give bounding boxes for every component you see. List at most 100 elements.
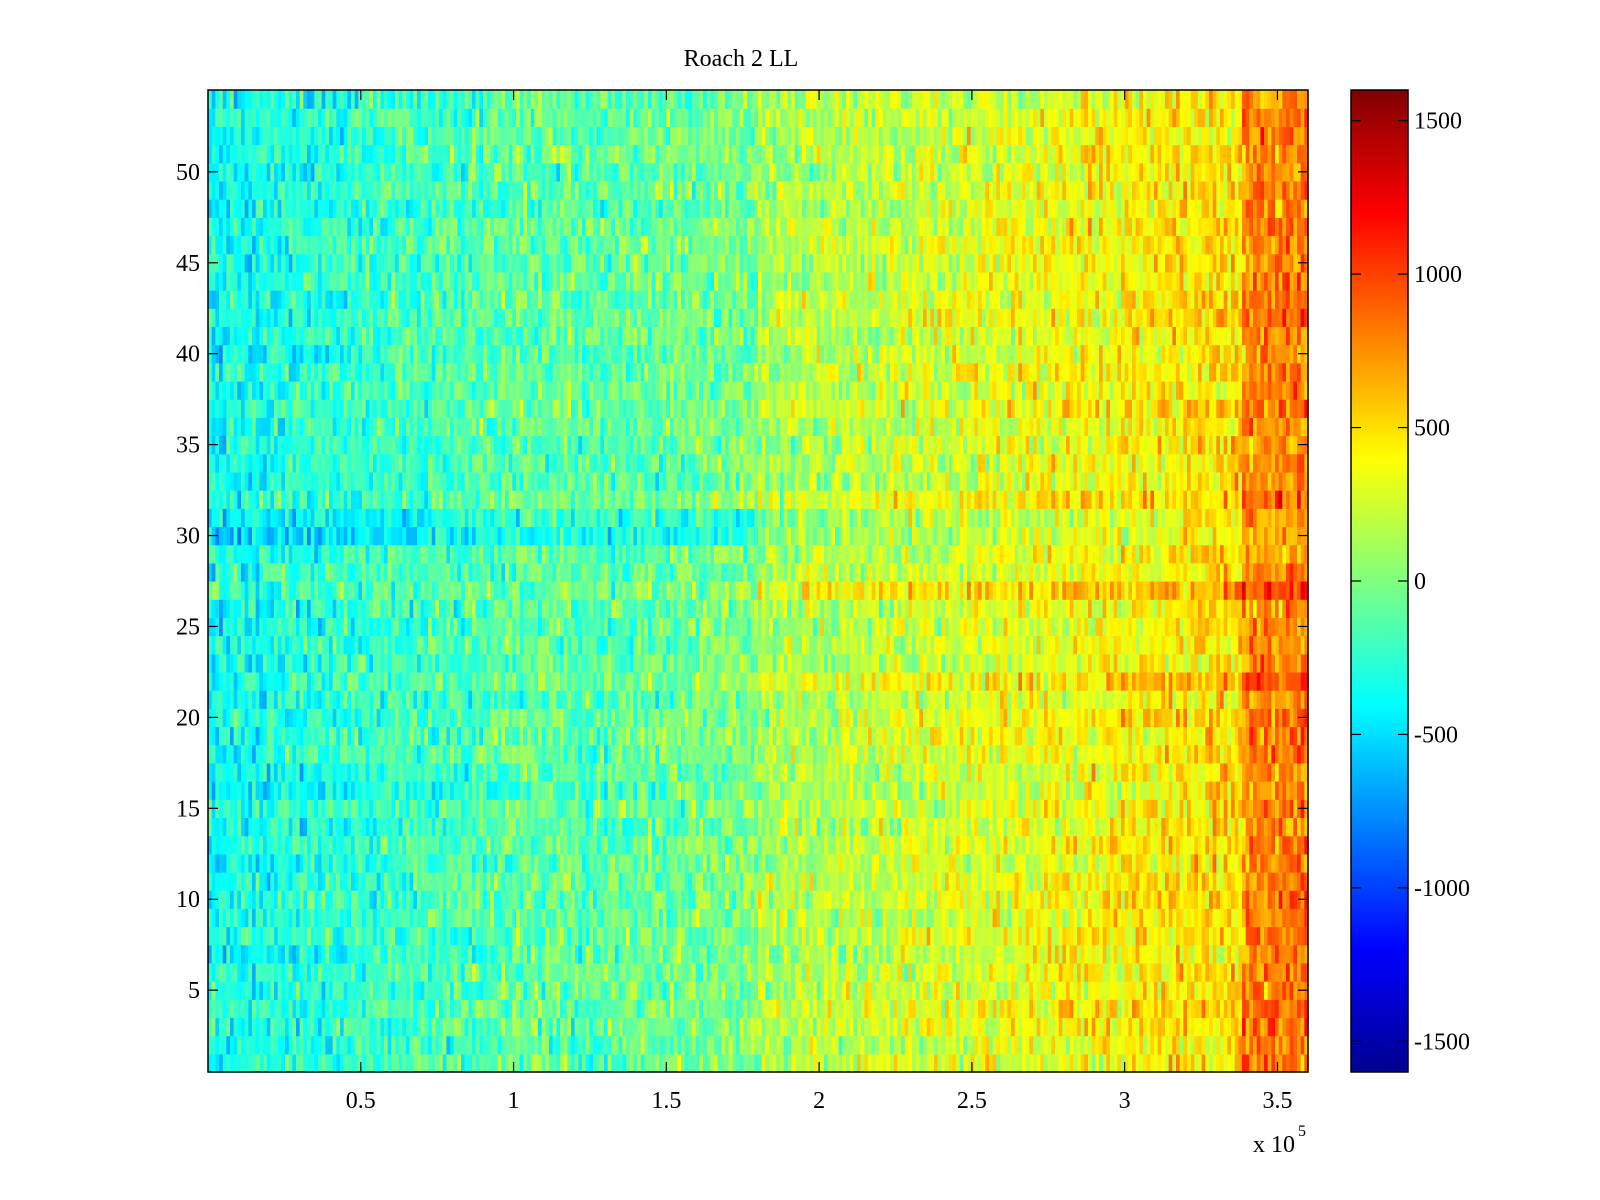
heatmap-cell bbox=[358, 944, 363, 964]
heatmap-cell bbox=[1190, 908, 1195, 928]
heatmap-cell bbox=[662, 1053, 667, 1073]
heatmap-cell bbox=[263, 781, 268, 800]
heatmap-cell bbox=[296, 781, 301, 800]
heatmap-cell bbox=[1132, 835, 1137, 855]
heatmap-cell bbox=[673, 999, 678, 1019]
heatmap-cell bbox=[996, 908, 1001, 928]
heatmap-cell bbox=[926, 835, 931, 855]
heatmap-cell bbox=[1143, 1035, 1148, 1055]
heatmap-cell bbox=[1205, 835, 1210, 855]
heatmap-cell bbox=[930, 908, 935, 928]
heatmap-cell bbox=[516, 926, 521, 946]
heatmap-cell bbox=[963, 944, 968, 964]
heatmap-cell bbox=[673, 1035, 678, 1055]
heatmap-cell bbox=[721, 871, 726, 891]
heatmap-cell bbox=[369, 999, 374, 1019]
heatmap-cell bbox=[864, 999, 869, 1019]
heatmap-cell bbox=[1212, 1035, 1217, 1055]
heatmap-cell bbox=[739, 871, 744, 891]
heatmap-cell bbox=[442, 835, 447, 855]
heatmap-cell bbox=[508, 781, 513, 800]
heatmap-cell bbox=[945, 799, 950, 819]
heatmap-cell bbox=[508, 962, 513, 982]
heatmap-cell bbox=[673, 799, 678, 819]
heatmap-cell bbox=[1172, 853, 1177, 873]
heatmap-cell bbox=[1099, 799, 1104, 819]
heatmap-cell bbox=[571, 853, 576, 873]
heatmap-cell bbox=[468, 962, 473, 982]
heatmap-cell bbox=[1022, 799, 1027, 819]
heatmap-cell bbox=[1190, 1053, 1195, 1073]
heatmap-cell bbox=[618, 944, 623, 964]
heatmap-cell bbox=[629, 908, 634, 928]
heatmap-cell bbox=[347, 871, 352, 891]
heatmap-cell bbox=[307, 853, 312, 873]
heatmap-cell bbox=[1297, 835, 1302, 855]
heatmap-cell bbox=[930, 781, 935, 800]
heatmap-cell bbox=[314, 1017, 319, 1037]
heatmap-cell bbox=[989, 999, 994, 1019]
heatmap-cell bbox=[952, 1035, 957, 1055]
heatmap-cell bbox=[248, 908, 253, 928]
heatmap-cell bbox=[343, 962, 348, 982]
heatmap-cell bbox=[985, 1017, 990, 1037]
heatmap-cell bbox=[992, 871, 997, 891]
heatmap-cell bbox=[1271, 1035, 1276, 1055]
heatmap-cell bbox=[1117, 981, 1122, 1000]
heatmap-cell bbox=[1003, 781, 1008, 800]
heatmap-cell bbox=[853, 871, 858, 891]
heatmap-cell bbox=[615, 981, 620, 1000]
heatmap-cell bbox=[237, 817, 242, 837]
heatmap-cell bbox=[402, 1035, 407, 1055]
heatmap-cell bbox=[351, 799, 356, 819]
heatmap-cell bbox=[255, 871, 260, 891]
heatmap-cell bbox=[1033, 926, 1038, 946]
heatmap-cell bbox=[783, 1017, 788, 1037]
heatmap-cell bbox=[523, 944, 528, 964]
heatmap-cell bbox=[1022, 999, 1027, 1019]
heatmap-cell bbox=[805, 799, 810, 819]
heatmap-cell bbox=[1249, 962, 1254, 982]
heatmap-cell bbox=[1161, 908, 1166, 928]
heatmap-cell bbox=[215, 1053, 220, 1073]
heatmap-cell bbox=[538, 871, 543, 891]
heatmap-cell bbox=[1117, 1017, 1122, 1037]
heatmap-cell bbox=[208, 762, 213, 782]
heatmap-cell bbox=[486, 1017, 491, 1037]
heatmap-cell bbox=[292, 817, 297, 837]
heatmap-cell bbox=[882, 1053, 887, 1073]
heatmap-cell bbox=[1121, 817, 1126, 837]
heatmap-cell bbox=[1289, 1017, 1294, 1037]
heatmap-cell bbox=[369, 1053, 374, 1073]
heatmap-cell bbox=[1264, 908, 1269, 928]
heatmap-cell bbox=[1091, 871, 1096, 891]
heatmap-cell bbox=[923, 944, 928, 964]
heatmap-cell bbox=[527, 817, 532, 837]
heatmap-cell bbox=[1172, 944, 1177, 964]
heatmap-cell bbox=[1084, 1017, 1089, 1037]
heatmap-cell bbox=[860, 762, 865, 782]
heatmap-cell bbox=[508, 1017, 513, 1037]
heatmap-cell bbox=[1124, 890, 1129, 909]
heatmap-cell bbox=[266, 999, 271, 1019]
heatmap-cell bbox=[252, 817, 257, 837]
heatmap-cell bbox=[1161, 835, 1166, 855]
heatmap-cell bbox=[1205, 1035, 1210, 1055]
heatmap-cell bbox=[281, 1053, 286, 1073]
heatmap-cell bbox=[373, 1017, 378, 1037]
heatmap-cell bbox=[336, 762, 341, 782]
heatmap-cell bbox=[391, 944, 396, 964]
heatmap-cell bbox=[930, 1035, 935, 1055]
heatmap-cell bbox=[600, 999, 605, 1019]
heatmap-cell bbox=[343, 871, 348, 891]
heatmap-cell bbox=[1000, 781, 1005, 800]
heatmap-cell bbox=[1297, 999, 1302, 1019]
heatmap-cell bbox=[967, 944, 972, 964]
heatmap-cell bbox=[593, 835, 598, 855]
heatmap-cell bbox=[424, 962, 429, 982]
heatmap-cell bbox=[912, 835, 917, 855]
heatmap-cell bbox=[582, 981, 587, 1000]
heatmap-cell bbox=[1216, 908, 1221, 928]
heatmap-cell bbox=[893, 835, 898, 855]
heatmap-cell bbox=[996, 999, 1001, 1019]
